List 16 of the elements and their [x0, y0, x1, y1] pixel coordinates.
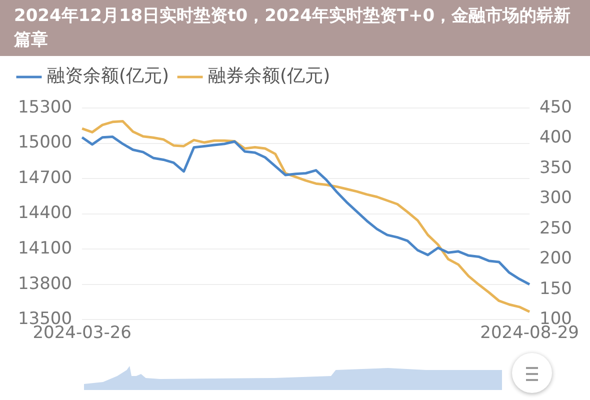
- legend-label: 融资余额(亿元): [47, 66, 170, 87]
- y2-tick-label: 200: [540, 248, 572, 269]
- y-tick-label: 15300: [18, 97, 72, 118]
- y2-tick-label: 250: [540, 218, 572, 238]
- y2-tick-label: 400: [540, 128, 572, 148]
- y-tick-label: 14100: [18, 238, 72, 258]
- y2-tick-label: 450: [540, 97, 572, 118]
- y-tick-label: 14700: [18, 168, 72, 188]
- y-tick-label: 13800: [18, 274, 72, 294]
- chart-title: 2024年12月18日实时垫资t0，2024年实时垫资T+0，金融市场的崭新篇章: [0, 0, 590, 56]
- y2-tick-label: 150: [540, 278, 572, 299]
- y2-tick-label: 300: [540, 188, 572, 208]
- y2-tick-label: 350: [540, 158, 572, 178]
- y-tick-label: 15000: [18, 132, 72, 153]
- legend-label: 融券余额(亿元): [208, 66, 330, 87]
- y-tick-label: 14400: [18, 203, 72, 224]
